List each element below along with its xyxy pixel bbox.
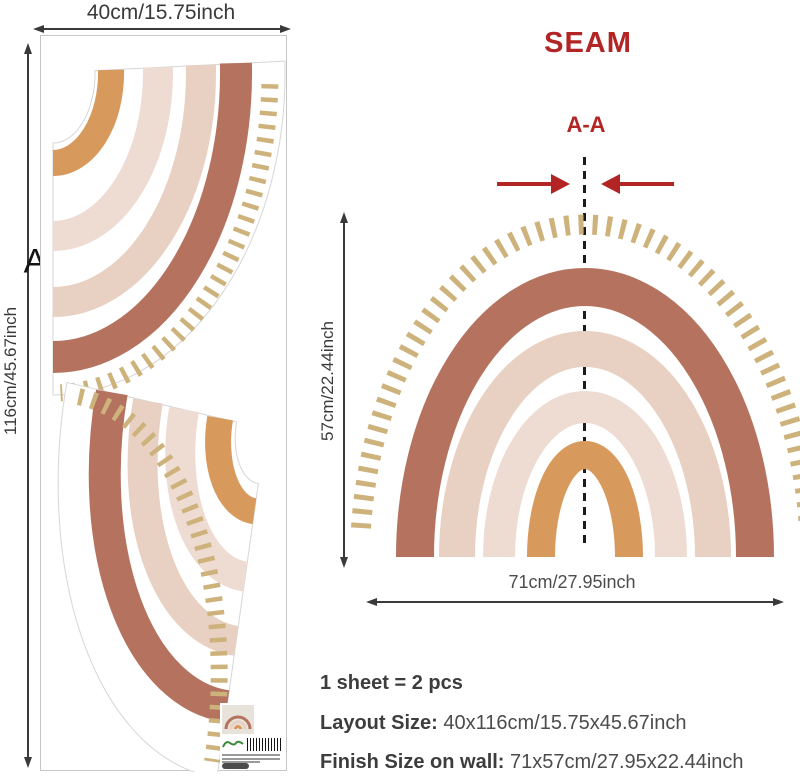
pieces-count-line: 1 sheet = 2 pcs (320, 672, 463, 695)
seam-title: SEAM (544, 27, 632, 59)
arrow-head-right-icon (773, 598, 784, 606)
total-height-label: 116cm/45.67inch (1, 306, 20, 436)
barcode (247, 738, 281, 751)
label-fine-print (222, 757, 280, 760)
tan-dash-band (60, 83, 279, 402)
terracotta-band (52, 62, 252, 373)
assembled-rainbow-graphic (351, 214, 800, 558)
total-width-arrow (33, 23, 291, 35)
pink-band (127, 398, 239, 656)
finish-height-arrow (338, 212, 350, 568)
pink-band (52, 64, 216, 317)
arrow-head-left-icon (33, 25, 44, 33)
cream-band (483, 391, 687, 558)
arrow-head-down-icon (24, 757, 32, 768)
tan-dash-band (76, 388, 228, 763)
seam-arrow-left (497, 173, 570, 195)
label-fine-print (222, 754, 280, 756)
red-arrow-right-icon (551, 174, 570, 194)
seam-arrow-right (601, 173, 674, 195)
total-width-label: 40cm/15.75inch (86, 1, 236, 24)
cream-band (52, 66, 173, 251)
rainbow-half-top (52, 60, 286, 402)
terracotta-band (88, 389, 230, 723)
orange-band (205, 416, 258, 525)
arrow-head-right-icon (280, 25, 291, 33)
finish-size-label: Finish Size on wall: (320, 751, 505, 773)
red-arrow-left-icon (601, 174, 620, 194)
product-label (220, 703, 284, 770)
tan-dash-band (351, 214, 800, 529)
orange-band (52, 69, 125, 176)
pink-band (439, 331, 731, 558)
label-badge (222, 763, 249, 769)
pieces-count-text: 1 sheet = 2 pcs (320, 672, 463, 694)
finish-width-label: 71cm/27.95inch (508, 572, 636, 592)
thumbnail-rainbow-icon (224, 715, 252, 730)
arrow-head-up-icon (24, 43, 32, 54)
sticker-sheet (40, 35, 287, 776)
finish-size-line: Finish Size on wall: 71x57cm/27.95x22.44… (320, 751, 744, 774)
arrow-head-left-icon (366, 598, 377, 606)
total-height-arrow (22, 43, 34, 768)
layout-size-label: Layout Size: (320, 712, 438, 734)
finish-height-label: 57cm/22.44inch (318, 320, 337, 442)
label-fine-print (222, 761, 260, 763)
rainbow-half-bottom (57, 381, 259, 776)
layout-size-value: 40x116cm/15.75x45.67inch (437, 712, 687, 734)
brand-logo-icon (222, 740, 244, 748)
terracotta-band (396, 268, 774, 558)
finish-width-arrow (366, 596, 784, 608)
layout-size-line: Layout Size: 40x116cm/15.75x45.67inch (320, 712, 687, 735)
product-thumbnail (222, 705, 254, 734)
sheet-pieces-graphic (52, 60, 286, 776)
arrow-head-down-icon (340, 557, 348, 568)
section-label: A-A (566, 112, 606, 137)
finish-size-value: 71x57cm/27.95x22.44inch (504, 751, 744, 773)
arrow-head-up-icon (340, 212, 348, 223)
orange-band (527, 441, 643, 558)
